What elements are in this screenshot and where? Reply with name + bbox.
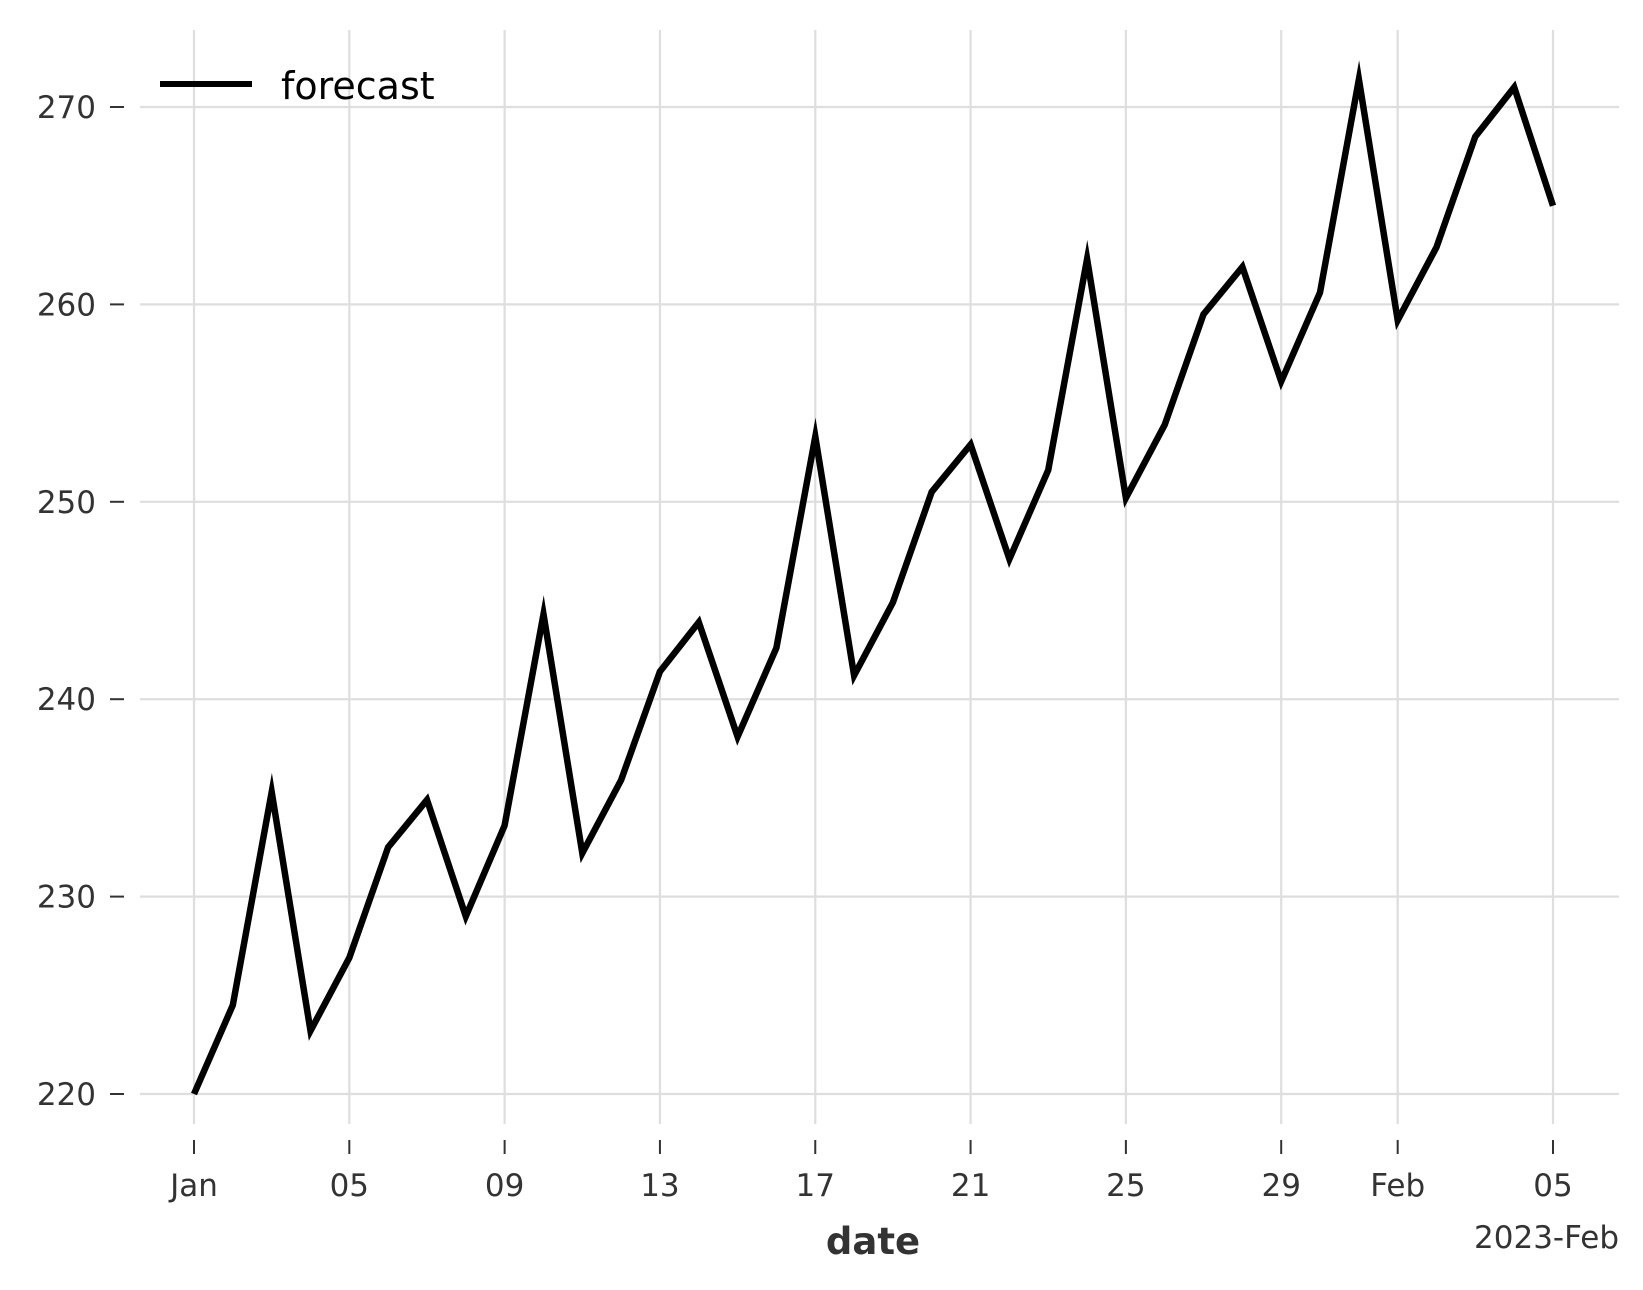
x-tick-label: Feb <box>1370 1168 1425 1204</box>
series-line-forecast <box>191 60 1557 1096</box>
x-tick-label: 17 <box>796 1168 835 1204</box>
x-axis-label: date <box>826 1220 920 1263</box>
legend-label-forecast: forecast <box>281 64 435 108</box>
y-tick-label: 260 <box>37 287 96 323</box>
axes: 220 230 240 250 260 270 Jan 05 09 13 17 21 25 29 Feb 05 <box>37 90 1573 1204</box>
x-tick-label: 25 <box>1106 1168 1145 1204</box>
y-tick-label: 230 <box>37 880 96 916</box>
grid-lines <box>140 30 1619 1124</box>
y-tick-label: 250 <box>37 485 96 521</box>
y-tick-label: 220 <box>37 1077 96 1113</box>
x-tick-label: 09 <box>485 1168 524 1204</box>
x-tick-label: 21 <box>951 1168 990 1204</box>
x-tick-label: 13 <box>640 1168 679 1204</box>
x-tick-label: Jan <box>168 1168 218 1204</box>
x-tick-label: 05 <box>1533 1168 1572 1204</box>
x-axis-offset-label: 2023-Feb <box>1474 1220 1619 1256</box>
y-tick-label: 270 <box>37 90 96 126</box>
series-layer <box>191 60 1557 1096</box>
x-tick-label: 05 <box>330 1168 369 1204</box>
x-tick-label: 29 <box>1261 1168 1300 1204</box>
y-tick-label: 240 <box>37 682 96 718</box>
legend: forecast <box>160 64 435 108</box>
